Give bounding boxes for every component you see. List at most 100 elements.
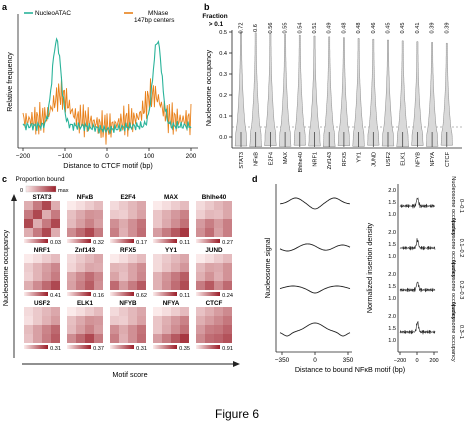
heatmap-cell	[85, 272, 94, 281]
heatmap-cell	[110, 307, 119, 316]
tile-scale-bar	[153, 292, 177, 296]
heatmap-cell	[196, 219, 205, 228]
tile-max-value: 0.27	[222, 240, 233, 246]
heatmap-cell	[76, 325, 85, 334]
heatmap-cell	[196, 325, 205, 334]
tile-title: CTCF	[206, 300, 223, 307]
heatmap-cell	[94, 334, 103, 343]
panel-d: d Nucleosome signal Normalized insertion…	[252, 174, 464, 374]
legend-mnase-sub: 147bp centers	[134, 17, 175, 24]
tile-scale-bar	[110, 345, 134, 349]
heatmap-cell	[110, 281, 119, 290]
violin	[381, 39, 395, 147]
fraction-value: 0.55	[283, 23, 289, 34]
insertion-density-trace	[399, 320, 436, 335]
heatmap-cell	[33, 210, 42, 219]
heatmap-cell	[128, 307, 137, 316]
heatmap-cell	[94, 325, 103, 334]
heatmap-cell	[214, 219, 223, 228]
heatmap-cell	[223, 281, 232, 290]
tile-max-value: 0.41	[50, 293, 61, 299]
heatmap-cell	[196, 201, 205, 210]
d-left-xtick-label: −350	[275, 357, 290, 364]
heatmap-cell	[24, 334, 33, 343]
heatmap-cell	[119, 254, 128, 263]
heatmap-cell	[51, 307, 60, 316]
panel-a-xlabel: Distance to CTCF motif (bp)	[63, 161, 152, 170]
heatmap-cell	[85, 334, 94, 343]
heatmap-cell	[214, 228, 223, 237]
heatmap-cell	[51, 325, 60, 334]
fraction-value: 0.56	[268, 23, 274, 34]
heatmap-cell	[223, 219, 232, 228]
fraction-value: 0.45	[400, 23, 406, 34]
heatmap-cell	[196, 254, 205, 263]
panel-c-x-arrowhead	[233, 361, 240, 367]
heatmap-cell	[67, 210, 76, 219]
heatmap-cell	[67, 254, 76, 263]
heatmap-cell	[94, 210, 103, 219]
heatmap-cell	[205, 272, 214, 281]
d-left-xtick-label: 0	[313, 357, 317, 364]
tile-title: NFYA	[163, 300, 180, 307]
heatmap-cell	[214, 334, 223, 343]
d-right-ytick-label: 1.0	[388, 296, 396, 302]
occupancy-range: 0.2–0.3	[458, 281, 464, 300]
fraction-value: 0.49	[327, 23, 333, 34]
factor-label: Bhlhe40	[298, 152, 304, 173]
heatmap-cell	[51, 272, 60, 281]
tile-scale-bar	[196, 292, 220, 296]
heatmap-cell	[119, 210, 128, 219]
tile-title: JUND	[205, 247, 223, 254]
heatmap-cell	[119, 316, 128, 325]
heatmap-cell	[24, 254, 33, 263]
figure-caption: Figure 6	[215, 407, 259, 421]
heatmap-cell	[205, 228, 214, 237]
heatmap-cell	[24, 307, 33, 316]
heatmap-cell	[137, 307, 146, 316]
heatmap-cell	[214, 272, 223, 281]
tile-title: MAX	[164, 194, 179, 201]
heatmap-cell	[110, 316, 119, 325]
fraction-value: 0.6	[253, 24, 259, 32]
a-xtick-label: −100	[58, 153, 73, 160]
violin	[234, 31, 248, 147]
factor-label: USF2	[386, 152, 392, 166]
heatmap-cell	[137, 219, 146, 228]
tile-max-value: 0.32	[93, 240, 104, 246]
violin	[411, 41, 424, 146]
tile-scale-bar	[110, 292, 134, 296]
d-right-ytick-label: 1.0	[388, 212, 396, 218]
tile-title: NFYB	[119, 300, 137, 307]
heatmap-cell	[180, 307, 189, 316]
tile-scale-bar	[67, 292, 91, 296]
heatmap-cell	[180, 281, 189, 290]
panel-c-ylabel: Nucleosome occupancy	[1, 229, 10, 306]
factor-label: CTCF	[445, 151, 451, 166]
heatmap-cell	[171, 307, 180, 316]
heatmap-cell	[196, 307, 205, 316]
d-right-ytick-label: 2.0	[388, 230, 396, 236]
heatmap-cell	[162, 228, 171, 237]
panel-b-yticks: 0.0 0.1 0.2 0.3 0.4 0.5	[219, 30, 232, 141]
tile-title: RFX5	[120, 247, 137, 254]
occupancy-prefix: Nucleosome occupancy	[450, 302, 456, 362]
heatmap-cell	[171, 263, 180, 272]
factor-label: Znf143	[327, 152, 333, 169]
d-right-ytick-label: 1.5	[388, 326, 396, 332]
heatmap-cell	[171, 334, 180, 343]
heatmap-cell	[51, 219, 60, 228]
heatmap-cell	[171, 272, 180, 281]
violin	[440, 42, 453, 146]
insertion-density-trace	[399, 197, 436, 209]
heatmap-cell	[85, 201, 94, 210]
heatmap-cell	[128, 325, 137, 334]
panel-b-ylabel: Nucleosome occupancy	[204, 49, 213, 126]
heatmap-cell	[196, 281, 205, 290]
heatmap-cell	[153, 219, 162, 228]
heatmap-cell	[85, 325, 94, 334]
heatmap-cell	[76, 228, 85, 237]
heatmap-cell	[137, 263, 146, 272]
b-ytick-label: 0.5	[219, 30, 227, 36]
d-right-ytick-label: 1.5	[388, 200, 396, 206]
